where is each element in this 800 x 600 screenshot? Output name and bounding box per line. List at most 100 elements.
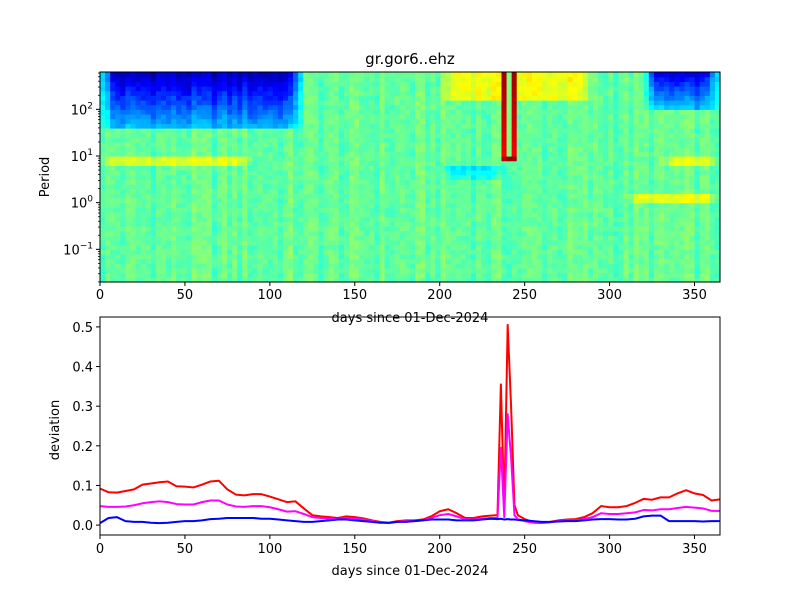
heatmap-cell	[196, 90, 203, 96]
heatmap-cell	[445, 170, 452, 176]
heatmap-cell	[531, 90, 538, 96]
heatmap-cell	[262, 142, 269, 148]
heatmap-cell	[242, 81, 248, 87]
heatmap-cell	[552, 156, 558, 162]
heatmap-cell	[404, 216, 411, 222]
heatmap-cell	[313, 132, 320, 138]
heatmap-cell	[460, 104, 467, 110]
heatmap-cell	[648, 193, 655, 199]
heatmap-cell	[227, 100, 233, 106]
heatmap-cell	[140, 184, 147, 190]
heatmap-cell	[567, 142, 574, 148]
heatmap-cell	[648, 90, 655, 96]
heatmap-cell	[125, 207, 132, 213]
heatmap-cell	[155, 221, 162, 227]
heatmap-cell	[592, 146, 599, 152]
heatmap-cell	[359, 272, 365, 278]
heatmap-cell	[501, 156, 508, 162]
heatmap-cell	[354, 114, 360, 120]
heatmap-cell	[349, 123, 355, 129]
heatmap-cell	[354, 128, 360, 134]
heatmap-cell	[516, 249, 523, 255]
heatmap-cell	[653, 221, 660, 227]
heatmap-cell	[511, 132, 518, 138]
heatmap-cell	[171, 118, 177, 124]
heatmap-cell	[577, 137, 584, 143]
heatmap-cell	[282, 216, 289, 222]
heatmap-cell	[516, 81, 523, 87]
heatmap-cell	[430, 146, 437, 152]
heatmap-cell	[399, 272, 406, 278]
heatmap-cell	[369, 188, 376, 194]
heatmap-cell	[537, 216, 543, 222]
heatmap-cell	[272, 146, 279, 152]
heatmap-cell	[440, 184, 447, 190]
heatmap-cell	[120, 207, 127, 213]
heatmap-cell	[526, 244, 533, 250]
heatmap-cell	[394, 123, 401, 129]
heatmap-cell	[420, 268, 426, 274]
heatmap-cell	[196, 146, 203, 152]
heatmap-cell	[354, 137, 360, 143]
heatmap-cell	[638, 184, 645, 190]
heatmap-cell	[404, 123, 411, 129]
heatmap-cell	[603, 272, 609, 278]
heatmap-cell	[252, 76, 259, 82]
heatmap-cell	[633, 128, 640, 134]
heatmap-cell	[110, 81, 116, 87]
heatmap-cell	[496, 268, 503, 274]
heatmap-cell	[303, 104, 309, 110]
heatmap-cell	[445, 123, 452, 129]
heatmap-cell	[343, 90, 350, 96]
heatmap-cell	[410, 263, 416, 269]
heatmap-cell	[130, 207, 137, 213]
heatmap-cell	[120, 132, 127, 138]
heatmap-cell	[181, 86, 187, 92]
heatmap-cell	[486, 184, 492, 190]
heatmap-cell	[120, 179, 127, 185]
heatmap-cell	[359, 123, 365, 129]
heatmap-cell	[318, 193, 325, 199]
heatmap-cell	[577, 226, 584, 232]
heatmap-cell	[638, 254, 645, 260]
heatmap-cell	[648, 156, 655, 162]
heatmap-cell	[100, 263, 106, 269]
heatmap-cell	[272, 170, 279, 176]
heatmap-cell	[125, 235, 132, 241]
heatmap-cell	[333, 170, 340, 176]
heatmap-cell	[160, 114, 167, 120]
heatmap-cell	[242, 72, 248, 78]
heatmap-cell	[105, 193, 111, 199]
heatmap-cell	[542, 114, 548, 120]
heatmap-cell	[501, 165, 508, 171]
heatmap-cell	[247, 137, 254, 143]
heatmap-cell	[196, 95, 203, 101]
heatmap-cell	[221, 249, 228, 255]
heatmap-cell	[318, 268, 325, 274]
heatmap-cell	[481, 95, 487, 101]
heatmap-cell	[491, 137, 497, 143]
heatmap-cell	[272, 90, 279, 96]
heatmap-cell	[603, 184, 609, 190]
heatmap-cell	[410, 193, 416, 199]
heatmap-cell	[394, 244, 401, 250]
heatmap-cell	[120, 184, 127, 190]
heatmap-cell	[282, 240, 289, 246]
heatmap-cell	[460, 151, 467, 157]
heatmap-cell	[120, 230, 127, 236]
heatmap-cell	[557, 221, 564, 227]
heatmap-cell	[232, 90, 238, 96]
heatmap-cell	[501, 258, 508, 264]
heatmap-cell	[242, 118, 248, 124]
heatmap-cell	[282, 160, 289, 166]
heatmap-cell	[206, 249, 213, 255]
heatmap-cell	[145, 216, 152, 222]
heatmap-cell	[145, 95, 152, 101]
heatmap-cell	[282, 142, 289, 148]
heatmap-cell	[293, 263, 299, 269]
heatmap-cell	[613, 118, 619, 124]
heatmap-cell	[501, 100, 508, 106]
heatmap-cell	[216, 212, 223, 218]
heatmap-cell	[110, 146, 116, 152]
heatmap-cell	[476, 81, 482, 87]
